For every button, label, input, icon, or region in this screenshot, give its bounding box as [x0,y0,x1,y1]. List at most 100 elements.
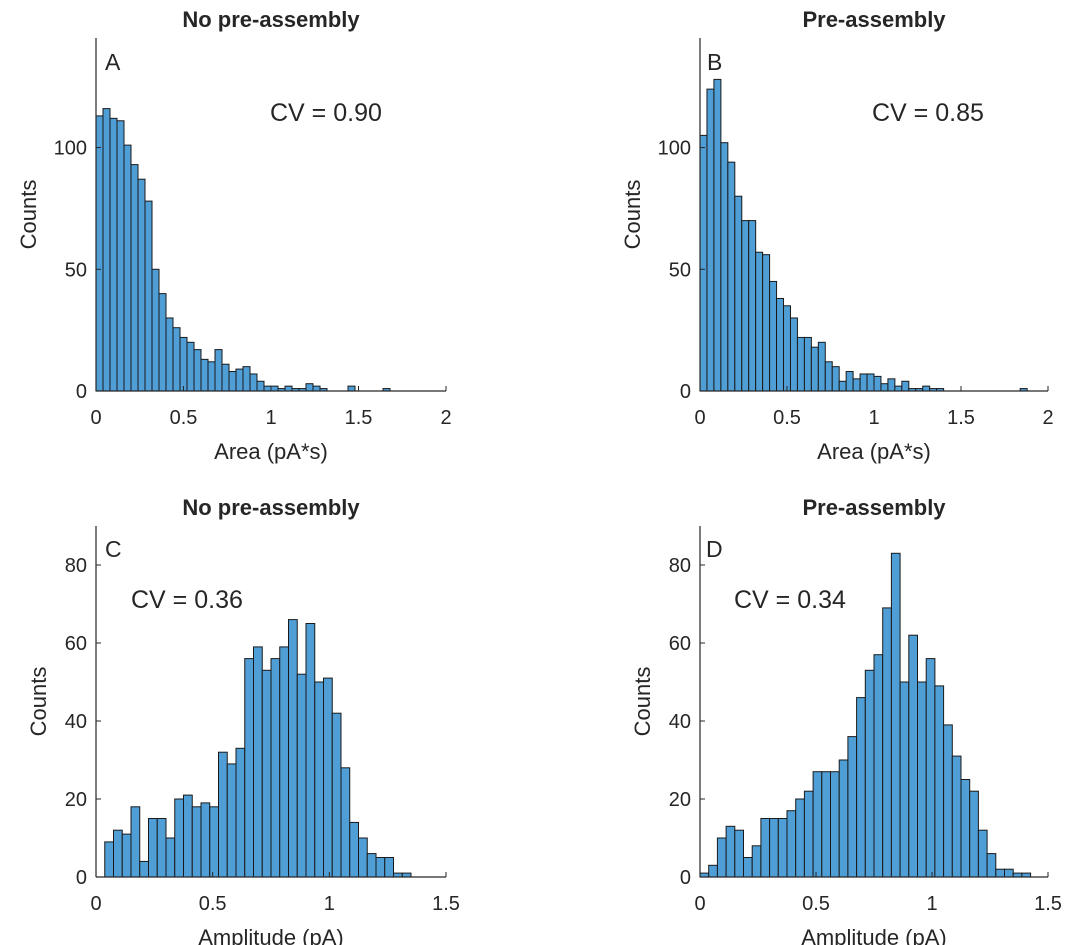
histogram-bar [725,825,736,878]
histogram-bar [743,857,753,878]
histogram-bar [899,681,910,878]
histogram-bar [995,868,1005,878]
histogram-bar [209,806,219,878]
y-tick-label: 60 [65,633,87,655]
x-axis-label: Amplitude (pA) [198,925,344,945]
histogram-bar [887,378,896,392]
histogram-bar [838,759,849,878]
histogram-bar [139,860,149,878]
histogram-bar [314,681,324,878]
histogram-bar [864,669,875,878]
histogram-bar [934,685,945,878]
x-tick-label: 2 [1042,407,1053,429]
histogram-bar [776,297,785,392]
y-tick-label: 20 [669,789,691,811]
histogram-bar [760,818,771,878]
x-tick-label: 0 [694,407,705,429]
y-axis-label: Counts [26,667,51,737]
histogram-bar [708,864,718,878]
histogram-bar [795,798,805,878]
y-tick-label: 0 [76,381,87,403]
chart-title: No pre-assembly [182,495,360,520]
x-tick-label: 1.5 [345,407,373,429]
x-tick-label: 1 [868,407,879,429]
histogram-bar [191,806,202,878]
histogram-bar [817,341,826,392]
y-axis-label: Counts [620,180,645,250]
y-tick-label: 80 [65,555,87,577]
chart-title: Pre-assembly [802,495,946,520]
histogram-bar [172,327,181,392]
histogram-bar [218,751,228,878]
histogram-bar [748,220,757,392]
histogram-bar [256,380,265,392]
histogram-bar [812,771,823,878]
y-tick-label: 40 [65,711,87,733]
x-tick-label: 1 [926,893,937,915]
histogram-bar [235,368,244,392]
histogram-bar [323,677,333,878]
histogram-bar [174,798,184,878]
histogram-bar [226,763,237,878]
x-tick-label: 0.5 [170,407,198,429]
y-tick-label: 0 [680,867,691,889]
histogram-bar [741,220,750,392]
chart-panel-b: 0 0.5 1 1.5 2 0 50 100 Pre-assembly Area (pA*s) Co… [620,7,1054,464]
histogram-bar [769,280,778,392]
histogram-bar [207,361,216,392]
histogram-bar [873,654,884,878]
x-tick-label: 1.5 [1034,893,1062,915]
histogram-bar [235,747,246,878]
histogram-bar [102,108,111,392]
histogram-bar [922,385,931,392]
histogram-bar [783,305,791,392]
panel-letter: C [105,536,122,562]
histogram-bar [165,837,176,878]
y-tick-label: 20 [65,789,87,811]
histogram-bar [214,349,223,392]
histogram-bar [331,712,342,878]
histogram-bar [852,378,861,392]
histogram-bar [716,837,727,878]
chart-title: Pre-assembly [802,7,946,32]
histogram-bar [986,853,997,878]
histogram-bar [831,366,840,392]
histogram-bar [821,771,831,878]
chart-panel-d: 0 0.5 1 1.5 0 20 40 60 80 Pre-assembly Amplitude (… [630,495,1062,945]
histogram-bar [279,646,289,878]
histogram-bar [144,200,153,392]
chart-panel-c: 0 0.5 1 1.5 0 20 40 60 80 No pre-assembly Amplitud… [26,495,460,945]
y-tick-label: 100 [54,138,87,160]
histogram-bar [908,634,918,878]
histogram-bar [727,161,736,392]
histogram-bar [375,857,386,878]
histogram-bar [786,810,797,878]
histogram-bar [296,673,307,878]
histogram-bar [880,383,889,392]
histogram-bar [242,366,251,392]
y-axis-label: Counts [630,667,655,737]
histogram-bar [288,619,298,878]
histogram-bar [866,373,875,392]
histogram-bar [713,78,722,392]
histogram-bar [200,802,211,878]
histogram-bar [123,144,132,392]
histogram-bar [186,341,195,392]
cv-annotation: CV = 0.85 [872,99,984,127]
histogram-bar [183,794,193,878]
cv-annotation: CV = 0.36 [131,586,243,614]
histogram-bar [95,115,104,392]
y-tick-label: 40 [669,711,691,733]
histogram-bar [263,385,272,392]
histogram-bar [847,736,858,878]
histogram-bar [137,178,146,392]
x-tick-label: 0.5 [802,893,830,915]
histogram-bar [1004,868,1014,878]
histogram-bar [109,117,118,392]
histogram-bar [121,833,132,878]
histogram-bar [859,373,868,392]
x-tick-label: 1 [324,893,335,915]
histogram-bar [838,380,847,392]
histogram-bar [789,317,798,392]
histogram-bar [803,790,814,878]
